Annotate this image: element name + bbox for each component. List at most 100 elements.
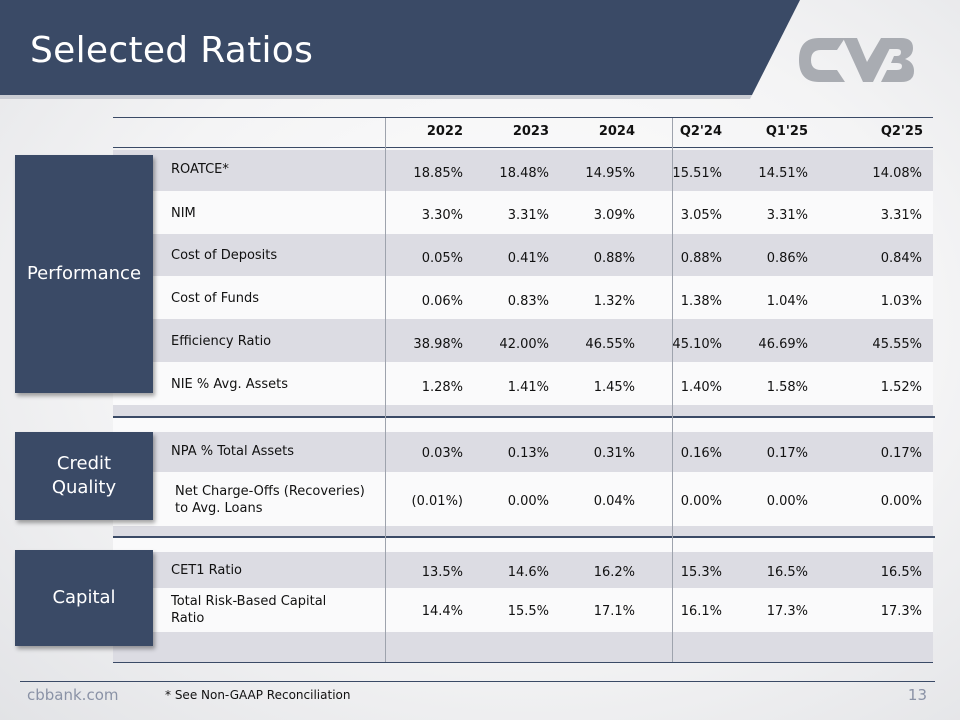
table-row [113, 362, 933, 405]
cell: 3.31% [880, 208, 922, 223]
cell: 0.84% [880, 251, 922, 266]
cell: 14.95% [585, 166, 635, 181]
table-top-rule [113, 117, 933, 118]
table-spacer [113, 538, 933, 552]
page-number: 13 [907, 686, 927, 704]
cell: 0.06% [421, 294, 463, 309]
cell: 0.16% [680, 446, 722, 461]
cell: 0.13% [507, 446, 549, 461]
col-header-2024: 2024 [598, 124, 635, 139]
cell: 0.88% [593, 251, 635, 266]
cell: 14.51% [758, 166, 808, 181]
table-bottom-rule [113, 662, 933, 663]
footer-website: cbbank.com [27, 686, 119, 704]
cell: 3.30% [421, 208, 463, 223]
row-label-roatce: ROATCE* [171, 162, 229, 177]
cell: 18.48% [499, 166, 549, 181]
cell: 45.10% [672, 337, 722, 352]
ratios-table: 2022 2023 2024 Q2'24 Q1'25 Q2'25 ROATCE*… [113, 114, 935, 666]
table-spacer [113, 526, 933, 536]
cell: 0.86% [766, 251, 808, 266]
cell: 46.69% [758, 337, 808, 352]
cell: 15.5% [507, 604, 549, 619]
table-row [113, 191, 933, 234]
footer-note: * See Non-GAAP Reconciliation [165, 688, 351, 702]
table-row [113, 472, 933, 526]
table-row [113, 588, 933, 632]
cell: 17.3% [880, 604, 922, 619]
table-spacer [113, 418, 933, 432]
section-label-performance: Performance [15, 155, 153, 393]
cell: 16.5% [880, 565, 922, 580]
column-divider [672, 118, 673, 662]
cell: 0.04% [593, 494, 635, 509]
table-row [113, 276, 933, 319]
cell: 46.55% [585, 337, 635, 352]
footer-rule [20, 681, 935, 682]
table-row [113, 552, 933, 588]
page-title: Selected Ratios [30, 30, 314, 71]
row-label-nie-avg-assets: NIE % Avg. Assets [171, 377, 289, 392]
cell: 1.38% [680, 294, 722, 309]
cell: 3.05% [680, 208, 722, 223]
col-header-2022: 2022 [426, 124, 463, 139]
cell: 17.3% [766, 604, 808, 619]
cell: 0.00% [680, 494, 722, 509]
cell: 0.17% [766, 446, 808, 461]
cell: 3.09% [593, 208, 635, 223]
cell: 42.00% [499, 337, 549, 352]
cell: 0.05% [421, 251, 463, 266]
cell: 3.31% [507, 208, 549, 223]
header-bottom-rule [113, 147, 933, 148]
cvb-logo [799, 38, 914, 82]
cell: 0.00% [766, 494, 808, 509]
table-row [113, 319, 933, 362]
row-label-net-charge-offs: Net Charge-Offs (Recoveries) to Avg. Loa… [175, 484, 365, 516]
row-label-nim: NIM [171, 206, 196, 221]
cell: 1.04% [766, 294, 808, 309]
cell: 13.5% [421, 565, 463, 580]
cell: (0.01%) [411, 494, 463, 509]
cell: 16.1% [680, 604, 722, 619]
cell: 16.5% [766, 565, 808, 580]
table-row [113, 432, 933, 472]
row-label-efficiency-ratio: Efficiency Ratio [171, 334, 272, 349]
cell: 15.3% [680, 565, 722, 580]
cell: 1.41% [507, 380, 549, 395]
section-label-credit-quality: Credit Quality [15, 432, 153, 520]
table-spacer [113, 405, 933, 416]
cell: 15.51% [672, 166, 722, 181]
row-label-cet1-ratio: CET1 Ratio [171, 563, 243, 578]
cell: 45.55% [872, 337, 922, 352]
cell: 14.4% [421, 604, 463, 619]
cell: 0.31% [593, 446, 635, 461]
table-spacer [113, 632, 933, 662]
section-rule [113, 536, 935, 538]
table-row [113, 150, 933, 191]
cell: 0.17% [880, 446, 922, 461]
row-label-total-risk-based-capital: Total Risk-Based Capital Ratio [171, 594, 327, 626]
section-label-capital: Capital [15, 550, 153, 646]
cell: 1.58% [766, 380, 808, 395]
col-header-q2-25: Q2'25 [880, 124, 923, 139]
cell: 0.83% [507, 294, 549, 309]
col-header-q2-24: Q2'24 [679, 124, 722, 139]
cell: 14.6% [507, 565, 549, 580]
title-banner [0, 0, 800, 99]
table-row [113, 234, 933, 276]
cell: 0.00% [880, 494, 922, 509]
row-label-cost-of-funds: Cost of Funds [171, 291, 259, 306]
cell: 14.08% [872, 166, 922, 181]
cell: 0.88% [680, 251, 722, 266]
cell: 0.00% [507, 494, 549, 509]
column-divider [385, 118, 386, 662]
cell: 1.45% [593, 380, 635, 395]
cell: 1.03% [880, 294, 922, 309]
cell: 0.03% [421, 446, 463, 461]
cell: 1.32% [593, 294, 635, 309]
cell: 1.28% [421, 380, 463, 395]
row-label-cost-of-deposits: Cost of Deposits [171, 248, 278, 263]
row-label-npa-total-assets: NPA % Total Assets [171, 444, 295, 459]
cell: 0.41% [507, 251, 549, 266]
col-header-2023: 2023 [512, 124, 549, 139]
